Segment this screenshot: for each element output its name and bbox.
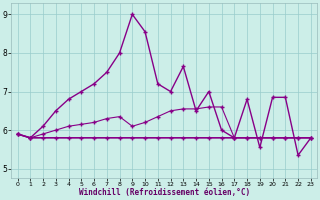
X-axis label: Windchill (Refroidissement éolien,°C): Windchill (Refroidissement éolien,°C) [79, 188, 250, 197]
